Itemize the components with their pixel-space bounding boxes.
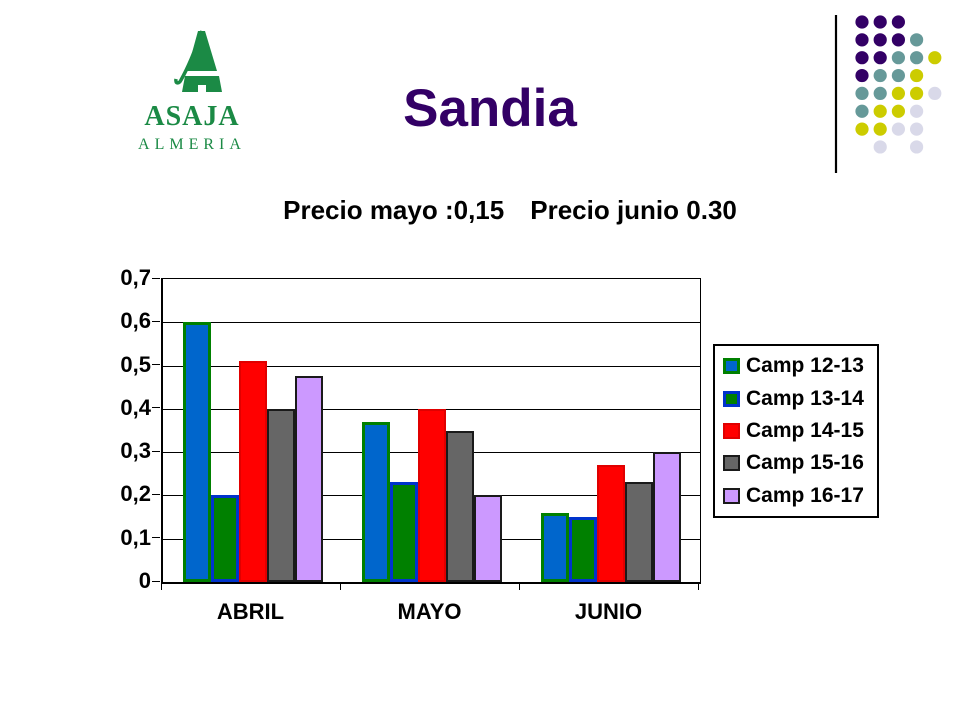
decoration-dot (855, 15, 869, 29)
legend-item-camp-16-17: Camp 16-17 (715, 484, 877, 508)
y-axis-label: 0,6 (120, 308, 151, 334)
decoration-dot (891, 122, 905, 136)
legend-swatch (723, 422, 740, 439)
decoration-dot (891, 33, 905, 47)
x-axis-tick (339, 583, 341, 590)
decoration-dot (873, 122, 887, 136)
decoration-dot (873, 33, 887, 47)
y-axis-tick (152, 320, 160, 322)
decoration-dot (873, 140, 887, 154)
bar-camp-15-16-abril (267, 408, 295, 582)
bar-camp-15-16-junio (625, 482, 653, 582)
legend-swatch (723, 358, 740, 375)
legend-item-camp-12-13: Camp 12-13 (715, 354, 877, 378)
x-axis-tick (697, 583, 699, 590)
decoration-dot (928, 86, 942, 100)
bar-camp-13-14-abril (211, 495, 239, 582)
decoration-dot (910, 122, 924, 136)
slide-title: Sandia (403, 79, 577, 138)
bar-camp-13-14-mayo (390, 482, 418, 582)
legend-swatch (723, 390, 740, 407)
y-axis-tick (152, 537, 160, 539)
bar-camp-13-14-junio (569, 517, 597, 582)
legend-swatch (723, 455, 740, 472)
bar-camp-12-13-mayo (362, 421, 390, 582)
bar-camp-12-13-junio (541, 512, 569, 582)
y-axis-label: 0,7 (120, 265, 151, 290)
y-axis-label: 0,2 (120, 481, 151, 507)
legend-item-camp-14-15: Camp 14-15 (715, 419, 877, 443)
bar-camp-16-17-abril (295, 376, 323, 582)
decoration-dot (855, 86, 869, 100)
asaja-logo-icon (174, 30, 222, 92)
y-axis-tick (152, 277, 160, 279)
legend-swatch (723, 487, 740, 504)
bar-camp-12-13-abril (183, 322, 211, 582)
decoration-dot (873, 104, 887, 118)
y-axis-label: 0,4 (120, 394, 151, 420)
y-axis-tick (152, 450, 160, 452)
decoration-dot (891, 15, 905, 29)
logo-text-almeria: ALMERIA (138, 136, 246, 153)
decoration-dot (891, 68, 905, 83)
y-axis-tick (152, 493, 160, 495)
decoration-dot (855, 68, 869, 83)
decoration-dot (891, 51, 905, 65)
decoration-dot (873, 15, 887, 29)
bar-camp-16-17-mayo (474, 495, 502, 582)
bar-camp-16-17-junio (653, 452, 681, 582)
gridline (163, 365, 700, 367)
decoration-dot (910, 104, 924, 118)
plot-area (161, 278, 701, 584)
decoration-dot (910, 68, 924, 83)
bar-camp-14-15-abril (239, 361, 267, 582)
legend-item-camp-15-16: Camp 15-16 (715, 451, 877, 475)
decoration-dot (910, 86, 924, 100)
decoration-dot (928, 51, 942, 65)
y-axis-label: 0 (138, 568, 151, 593)
asaja-logo: ASAJA ALMERIA (126, 24, 258, 153)
y-axis-label: 0,3 (120, 438, 151, 464)
decoration-dot (855, 51, 869, 65)
legend-item-camp-13-14: Camp 13-14 (715, 387, 877, 411)
decoration-dot (910, 140, 924, 154)
decoration-dot (891, 104, 905, 118)
legend-label: Camp 15-16 (746, 451, 864, 475)
y-axis-tick (152, 580, 160, 582)
x-axis-label-mayo: MAYO (397, 599, 462, 624)
legend-label: Camp 12-13 (746, 354, 864, 378)
price-june-text: Precio junio 0.30 (530, 195, 737, 225)
x-axis-label-abril: ABRIL (216, 599, 285, 624)
gridline (163, 322, 700, 324)
price-may-text: Precio mayo :0,15 (283, 195, 505, 225)
decoration-dot (891, 86, 905, 100)
decoration-dot (855, 104, 869, 118)
logo-text-asaja: ASAJA (144, 101, 240, 132)
decoration-dot (910, 33, 924, 47)
y-axis-label: 0,1 (120, 524, 151, 550)
x-axis-tick (518, 583, 520, 590)
legend-label: Camp 16-17 (746, 483, 864, 507)
decoration-dot (873, 51, 887, 65)
decoration-dot (910, 51, 924, 65)
y-axis-label: 0,5 (120, 351, 151, 377)
decoration-dot (873, 68, 887, 83)
y-axis-tick (152, 407, 160, 409)
legend-label: Camp 14-15 (746, 418, 864, 442)
x-axis-label-junio: JUNIO (574, 599, 643, 624)
chart-legend: Camp 12-13 Camp 13-14 Camp 14-15 Camp 15-16… (713, 344, 879, 518)
bar-camp-15-16-mayo (446, 430, 474, 582)
decoration-dot (855, 122, 869, 136)
x-axis-tick (160, 583, 162, 590)
decoration-dot (873, 86, 887, 100)
decorative-dots (834, 15, 942, 173)
bar-camp-14-15-mayo (418, 408, 446, 582)
price-note: Precio mayo :0,15 Precio junio 0.30 (250, 195, 770, 226)
y-axis-tick (152, 364, 160, 366)
legend-label: Camp 13-14 (746, 386, 864, 410)
bar-camp-14-15-junio (597, 465, 625, 582)
decoration-dot (855, 33, 869, 47)
